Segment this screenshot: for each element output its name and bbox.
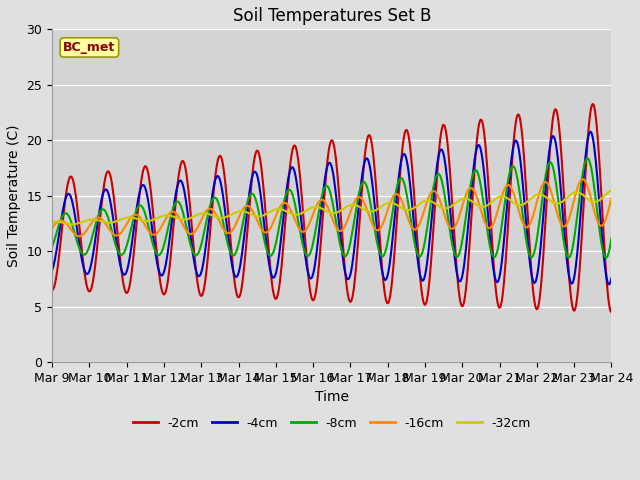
-32cm	[68, 221, 76, 227]
-2cm	[607, 309, 615, 315]
-2cm	[48, 287, 56, 293]
-4cm	[116, 260, 124, 265]
-8cm	[400, 179, 408, 185]
Text: BC_met: BC_met	[63, 41, 116, 54]
-16cm	[203, 207, 211, 213]
-8cm	[584, 156, 591, 161]
-16cm	[579, 176, 586, 182]
-16cm	[401, 205, 408, 211]
-2cm	[58, 224, 66, 229]
-4cm	[605, 282, 613, 288]
-8cm	[202, 220, 210, 226]
-32cm	[607, 188, 615, 193]
Line: -2cm: -2cm	[52, 104, 611, 312]
Y-axis label: Soil Temperature (C): Soil Temperature (C)	[7, 124, 21, 267]
-16cm	[48, 225, 56, 231]
-32cm	[401, 206, 408, 212]
Line: -16cm: -16cm	[52, 179, 611, 236]
-4cm	[607, 276, 615, 281]
-2cm	[589, 101, 596, 107]
-2cm	[416, 273, 424, 279]
-32cm	[173, 215, 181, 221]
-4cm	[58, 211, 66, 217]
Line: -4cm: -4cm	[52, 132, 611, 285]
Title: Soil Temperatures Set B: Soil Temperatures Set B	[232, 7, 431, 25]
-16cm	[76, 233, 83, 239]
-4cm	[48, 267, 56, 273]
-16cm	[173, 212, 181, 218]
-2cm	[116, 253, 124, 259]
-8cm	[602, 255, 610, 261]
-4cm	[400, 151, 408, 157]
Line: -32cm: -32cm	[52, 191, 611, 224]
-8cm	[416, 254, 424, 260]
-4cm	[202, 241, 210, 247]
-2cm	[173, 191, 180, 196]
-8cm	[173, 199, 180, 204]
-16cm	[116, 230, 124, 236]
-2cm	[202, 271, 210, 277]
-32cm	[58, 220, 66, 226]
-2cm	[400, 136, 408, 142]
-4cm	[173, 187, 180, 192]
-32cm	[48, 219, 56, 225]
-32cm	[116, 217, 124, 223]
X-axis label: Time: Time	[315, 390, 349, 405]
-16cm	[58, 218, 66, 224]
Legend: -2cm, -4cm, -8cm, -16cm, -32cm: -2cm, -4cm, -8cm, -16cm, -32cm	[127, 412, 536, 435]
-8cm	[607, 236, 615, 241]
-8cm	[116, 251, 124, 257]
-8cm	[58, 214, 66, 219]
-4cm	[586, 129, 594, 134]
-4cm	[416, 272, 424, 278]
-32cm	[203, 211, 211, 216]
-16cm	[417, 218, 424, 224]
-8cm	[48, 244, 56, 250]
Line: -8cm: -8cm	[52, 158, 611, 258]
-32cm	[417, 200, 424, 206]
-16cm	[607, 195, 615, 201]
